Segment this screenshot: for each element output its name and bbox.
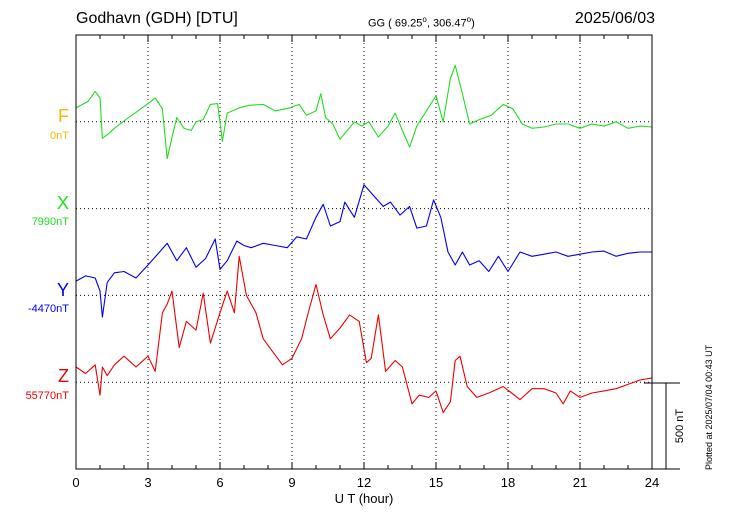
geo-coordinates: GG ( 69.25o, 306.47o) bbox=[368, 15, 475, 30]
baseline-x: 7990nT bbox=[31, 216, 69, 228]
component-label-y: Y bbox=[56, 280, 69, 300]
x-tick-label: 6 bbox=[216, 475, 223, 490]
x-tick-label: 15 bbox=[429, 475, 443, 490]
series-group bbox=[75, 64, 653, 414]
axis-ticks bbox=[75, 35, 653, 469]
component-label-x: X bbox=[56, 193, 69, 213]
series-line-x bbox=[75, 64, 653, 160]
x-tick-label: 24 bbox=[645, 475, 659, 490]
plotted-timestamp: Plotted at 2025/07/04 00:43 UT bbox=[704, 344, 714, 470]
baseline-y: -4470nT bbox=[28, 303, 69, 315]
x-axis-label: U T (hour) bbox=[335, 491, 394, 506]
x-tick-label: 12 bbox=[357, 475, 371, 490]
series-line-z bbox=[75, 255, 653, 414]
station-title: Godhavn (GDH) [DTU] bbox=[76, 10, 238, 27]
scale-bar: 500 nT bbox=[644, 382, 686, 470]
x-tick-label: 3 bbox=[144, 475, 151, 490]
x-tick-label: 21 bbox=[573, 475, 587, 490]
component-label-f: F bbox=[58, 106, 69, 126]
component-label-z: Z bbox=[58, 366, 69, 386]
grid-lines bbox=[76, 35, 652, 469]
x-tick-label: 18 bbox=[501, 475, 515, 490]
series-line-y bbox=[75, 184, 652, 318]
x-tick-labels: 0 3 6 9 12 15 18 21 24 bbox=[72, 475, 659, 490]
plot-date: 2025/06/03 bbox=[574, 10, 655, 27]
scale-bar-label: 500 nT bbox=[674, 409, 686, 444]
baseline-z: 55770nT bbox=[25, 390, 69, 402]
x-tick-label: 0 bbox=[72, 475, 79, 490]
baseline-f: 0nT bbox=[50, 130, 69, 142]
x-tick-label: 9 bbox=[288, 475, 295, 490]
